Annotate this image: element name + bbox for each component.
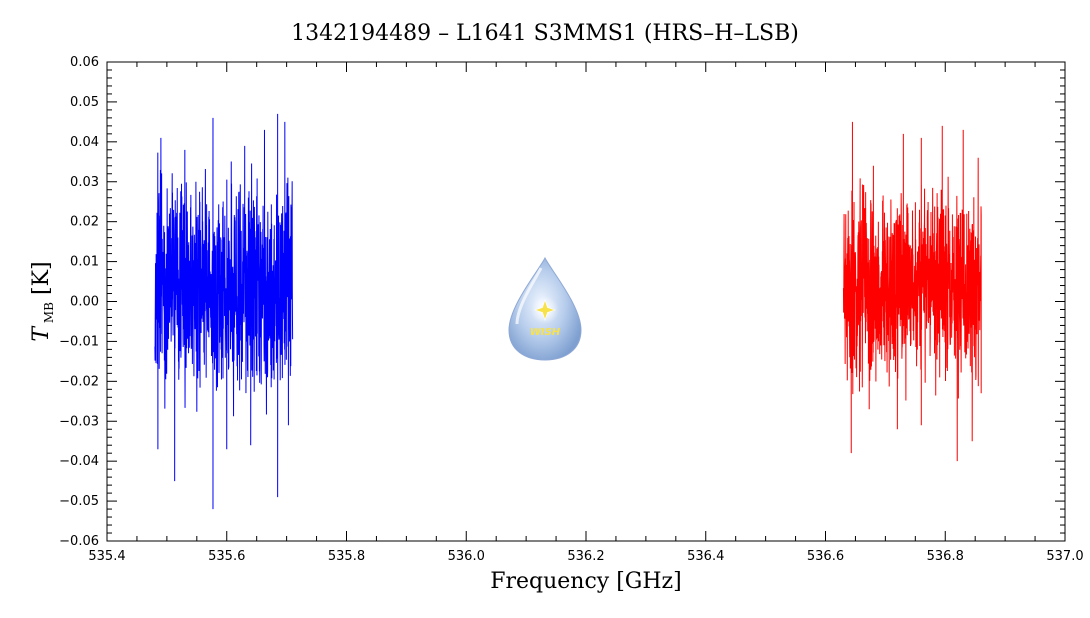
x-tick-label: 535.6 (208, 549, 245, 564)
y-tick-label: 0.00 (70, 295, 99, 310)
y-tick-label: −0.02 (59, 374, 99, 389)
plot-area: 535.4 535.6 535.8 536.0 536.2 536.4 536.6 536.8… (29, 55, 1084, 594)
y-tick-label: −0.04 (59, 454, 99, 469)
y-tick-label: −0.06 (59, 534, 99, 549)
x-tick-label: 535.8 (328, 549, 365, 564)
y-tick-label: 0.03 (70, 175, 99, 190)
spectrum-series-1 (154, 113, 294, 510)
spectrum-series-2 (842, 121, 982, 462)
y-tick-label: 0.05 (70, 95, 99, 110)
x-axis-label: Frequency [GHz] (490, 569, 682, 594)
y-tick-label: 0.04 (70, 135, 99, 150)
x-tick-label: 536.0 (448, 549, 485, 564)
x-tick-label: 536.2 (567, 549, 604, 564)
x-tick-label: 536.4 (687, 549, 724, 564)
y-tick-label: 0.02 (70, 215, 99, 230)
y-tick-label: 0.01 (70, 255, 99, 270)
wish-drop-highlight (515, 267, 543, 325)
y-tick-label: −0.03 (59, 414, 99, 429)
chart-title: 1342194489 – L1641 S3MMS1 (HRS–H–LSB) (291, 21, 799, 46)
y-tick-label: −0.01 (59, 334, 99, 349)
y-tick-label: 0.06 (70, 55, 99, 70)
wish-logo-text: WISH (530, 327, 561, 338)
star-icon (534, 299, 556, 321)
wish-logo: WISH (508, 256, 582, 361)
x-tick-label: 536.8 (927, 549, 964, 564)
x-tick-label: 537.0 (1046, 549, 1083, 564)
x-tick-label: 536.6 (807, 549, 844, 564)
y-axis-label: T MB [K] (29, 261, 56, 341)
x-tick-label: 535.4 (88, 549, 125, 564)
y-tick-label: −0.05 (59, 494, 99, 509)
